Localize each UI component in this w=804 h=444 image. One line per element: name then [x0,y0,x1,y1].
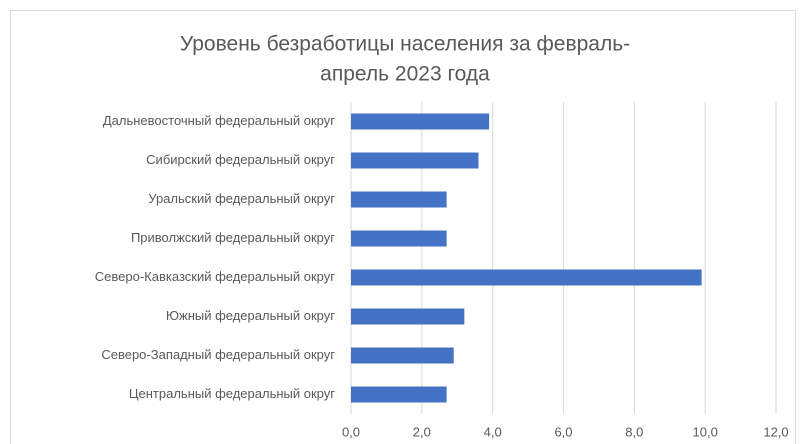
x-tick-label: 0,0 [342,424,360,439]
y-tick-label: Северо-Западный федеральный округ [101,347,335,362]
y-tick-label: Сибирский федеральный округ [146,152,335,167]
x-tick-label: 8,0 [625,424,643,439]
x-tick-label: 2,0 [413,424,431,439]
y-tick-label: Приволжский федеральный округ [131,230,335,245]
x-tick-label: 10,0 [693,424,718,439]
bar [351,308,465,325]
chart-title: Уровень безработицы населения за февраль… [180,33,630,56]
y-tick-label: Северо-Кавказский федеральный округ [95,269,335,284]
chart-frame [10,10,796,444]
x-tick-label: 12,0 [763,424,788,439]
bar [351,152,479,169]
y-tick-label: Уральский федеральный округ [148,191,335,206]
x-tick-label: 4,0 [484,424,502,439]
bar [351,191,447,208]
y-tick-label: Центральный федеральный округ [129,386,335,401]
bar [351,347,454,364]
bar [351,386,447,403]
x-tick-label: 6,0 [554,424,572,439]
bar [351,230,447,247]
chart-title: апрель 2023 года [320,63,490,86]
bar [351,269,702,286]
bar [351,113,490,130]
y-tick-label: Дальневосточный федеральный округ [103,113,335,128]
y-tick-label: Южный федеральный округ [166,308,335,323]
